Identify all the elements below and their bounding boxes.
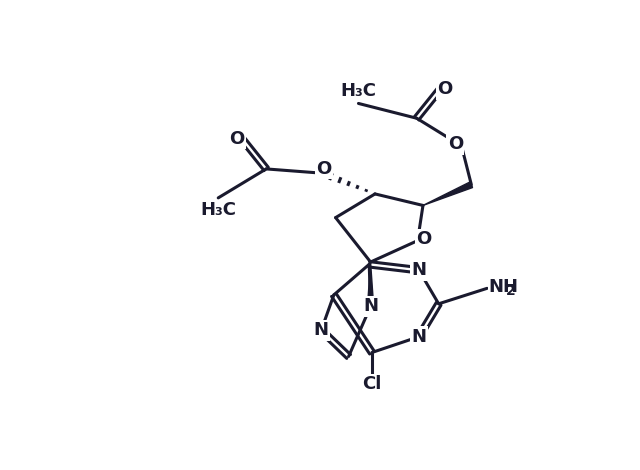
Text: Cl: Cl (362, 375, 381, 393)
Text: H₃C: H₃C (200, 201, 236, 219)
Polygon shape (423, 182, 472, 205)
Text: O: O (438, 80, 453, 98)
Text: N: N (412, 328, 426, 346)
Text: N: N (363, 298, 378, 315)
Text: O: O (448, 135, 463, 153)
Text: O: O (316, 160, 332, 178)
Text: H₃C: H₃C (340, 82, 376, 101)
Text: N: N (314, 321, 329, 339)
Text: N: N (412, 261, 426, 279)
Text: O: O (416, 230, 431, 248)
Polygon shape (367, 262, 374, 306)
Text: O: O (229, 130, 244, 148)
Text: 2: 2 (506, 284, 515, 298)
Text: NH: NH (488, 278, 518, 296)
